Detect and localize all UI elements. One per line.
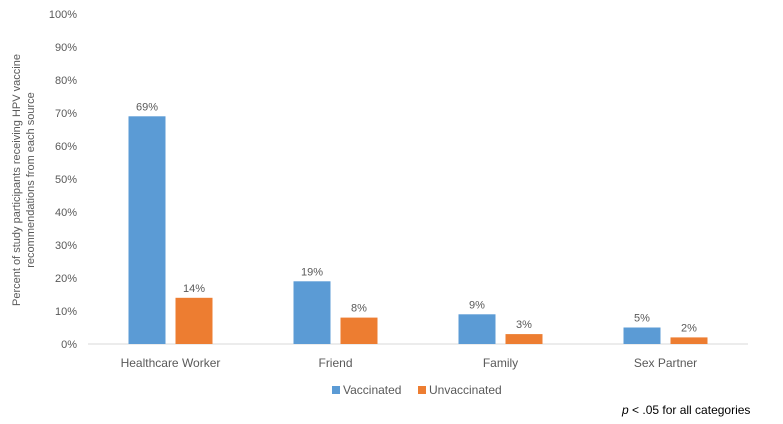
significance-note: p < .05 for all categories bbox=[621, 403, 750, 417]
bars: 69% 14% 19% 8% 9% 3% 5% 2% bbox=[128, 101, 708, 344]
y-tick-label: 70% bbox=[55, 108, 77, 120]
bar-unvaccinated bbox=[670, 337, 708, 344]
data-label-unvaccinated: 2% bbox=[681, 322, 697, 334]
y-tick-label: 30% bbox=[55, 240, 77, 252]
data-label-vaccinated: 19% bbox=[301, 266, 323, 278]
legend: Vaccinated Unvaccinated bbox=[332, 383, 502, 397]
category-labels: Healthcare Worker Friend Family Sex Partner bbox=[121, 356, 698, 370]
bar-vaccinated bbox=[458, 314, 496, 344]
bar-vaccinated bbox=[128, 116, 166, 344]
legend-swatch bbox=[332, 386, 340, 394]
y-tick-label: 10% bbox=[55, 306, 77, 318]
data-label-vaccinated: 9% bbox=[469, 299, 485, 311]
y-axis-label-line-2: recommendations from each source bbox=[25, 92, 37, 267]
y-tick-label: 20% bbox=[55, 273, 77, 285]
y-tick-label: 0% bbox=[61, 339, 77, 351]
bar-vaccinated bbox=[293, 281, 331, 344]
y-axis-ticks: 0% 10% 20% 30% 40% 50% 60% 70% 80% 90% 100% bbox=[49, 9, 77, 351]
y-axis-label: Percent of study participants receiving … bbox=[11, 54, 37, 306]
bar-vaccinated bbox=[623, 327, 661, 344]
y-tick-label: 50% bbox=[55, 174, 77, 186]
data-label-unvaccinated: 14% bbox=[183, 283, 205, 295]
y-tick-label: 90% bbox=[55, 42, 77, 54]
legend-swatch bbox=[418, 386, 426, 394]
bar-unvaccinated bbox=[340, 317, 378, 344]
data-label-unvaccinated: 8% bbox=[351, 303, 367, 315]
bar-unvaccinated bbox=[175, 297, 213, 344]
bar-unvaccinated bbox=[505, 334, 543, 344]
category-label: Family bbox=[483, 356, 518, 370]
y-axis-label-line-1: Percent of study participants receiving … bbox=[11, 54, 23, 306]
y-tick-label: 60% bbox=[55, 141, 77, 153]
category-label: Sex Partner bbox=[634, 356, 697, 370]
significance-note-text: < .05 for all categories bbox=[629, 403, 751, 417]
legend-label: Vaccinated bbox=[343, 383, 401, 397]
legend-label: Unvaccinated bbox=[429, 383, 502, 397]
category-label: Healthcare Worker bbox=[121, 356, 221, 370]
y-tick-label: 80% bbox=[55, 75, 77, 87]
data-label-unvaccinated: 3% bbox=[516, 319, 532, 331]
y-tick-label: 100% bbox=[49, 9, 77, 21]
y-tick-label: 40% bbox=[55, 207, 77, 219]
category-label: Friend bbox=[318, 356, 352, 370]
data-label-vaccinated: 69% bbox=[136, 101, 158, 113]
data-label-vaccinated: 5% bbox=[634, 313, 650, 325]
p-symbol: p bbox=[621, 403, 629, 417]
